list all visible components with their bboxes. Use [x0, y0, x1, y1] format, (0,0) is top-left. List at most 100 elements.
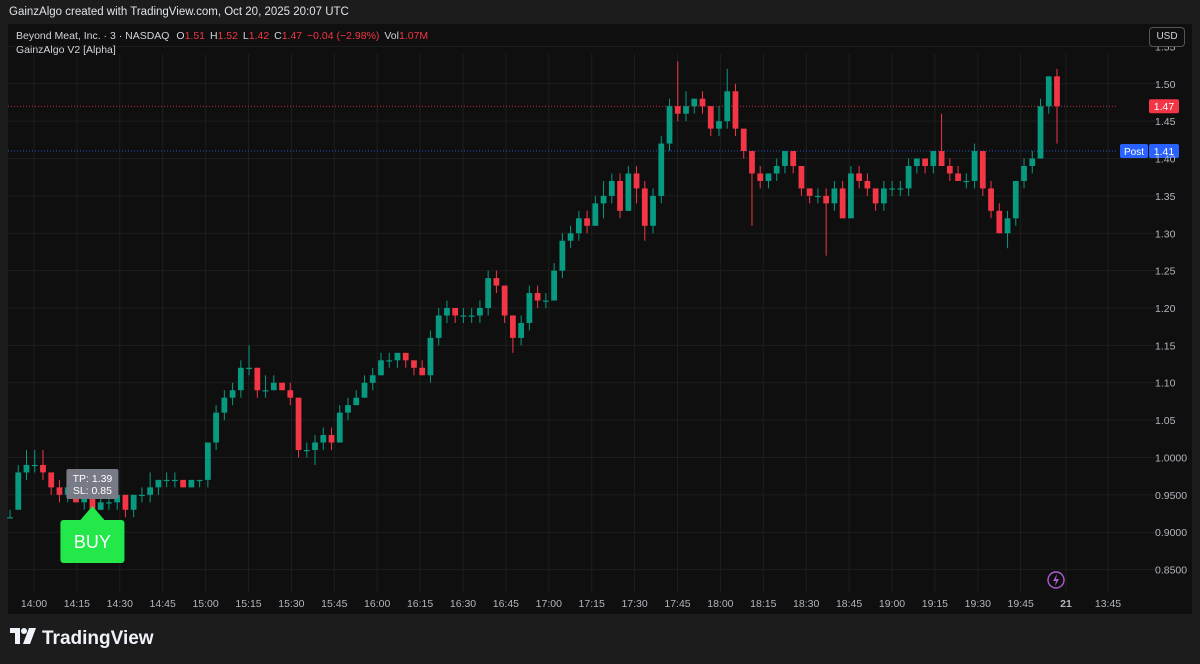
candle-up[interactable]: [930, 151, 937, 166]
candle-up[interactable]: [889, 188, 896, 190]
candle-down[interactable]: [864, 180, 871, 189]
tradingview-logo[interactable]: TradingView: [10, 628, 154, 650]
candle-down[interactable]: [806, 188, 813, 196]
candle-up[interactable]: [336, 412, 343, 443]
candle-up[interactable]: [97, 502, 104, 510]
candle-up[interactable]: [913, 158, 920, 166]
candle-up[interactable]: [139, 494, 145, 497]
candle-up[interactable]: [1012, 180, 1019, 219]
candle-down[interactable]: [617, 180, 623, 211]
candle-up[interactable]: [378, 360, 384, 376]
candle-down[interactable]: [955, 173, 961, 181]
candle-up[interactable]: [848, 173, 854, 219]
candle-up[interactable]: [773, 166, 780, 174]
candle-down[interactable]: [979, 151, 986, 189]
candle-down[interactable]: [56, 487, 63, 495]
candle-up[interactable]: [1021, 166, 1027, 181]
candle-up[interactable]: [683, 106, 689, 114]
candle-up[interactable]: [831, 188, 838, 204]
candle-up[interactable]: [196, 479, 203, 482]
candle-up[interactable]: [155, 479, 162, 488]
candle-down[interactable]: [279, 382, 285, 391]
candle-down[interactable]: [988, 188, 994, 211]
candle-down[interactable]: [872, 188, 879, 204]
candle-up[interactable]: [468, 315, 475, 317]
candle-down[interactable]: [411, 360, 417, 368]
candle-up[interactable]: [559, 240, 566, 271]
indicator-label[interactable]: GainzAlgo V2 [Alpha]: [16, 44, 116, 56]
candle-up[interactable]: [320, 435, 327, 443]
candle-up[interactable]: [477, 308, 483, 316]
candle-down[interactable]: [89, 494, 96, 510]
candle-up[interactable]: [1037, 106, 1044, 159]
candle-up[interactable]: [312, 442, 318, 450]
candle-up[interactable]: [147, 487, 154, 495]
candle-up[interactable]: [716, 121, 722, 129]
candle-down[interactable]: [823, 195, 830, 204]
candle-up[interactable]: [345, 405, 351, 413]
candle-up[interactable]: [303, 450, 310, 452]
candle-up[interactable]: [724, 91, 731, 122]
candle-down[interactable]: [534, 293, 541, 301]
candle-up[interactable]: [229, 390, 236, 398]
candle-down[interactable]: [641, 188, 648, 226]
candle-up[interactable]: [691, 98, 698, 107]
candle-up[interactable]: [427, 337, 434, 376]
candle-up[interactable]: [237, 367, 244, 391]
candle-up[interactable]: [394, 352, 401, 361]
candle-up[interactable]: [897, 188, 904, 190]
candle-down[interactable]: [749, 151, 755, 174]
symbol-label[interactable]: Beyond Meat, Inc. · 3 · NASDAQ: [16, 30, 170, 42]
candle-up[interactable]: [23, 464, 30, 473]
candle-up[interactable]: [444, 308, 450, 316]
candle-up[interactable]: [262, 390, 269, 392]
candle-up[interactable]: [171, 479, 178, 482]
candle-up[interactable]: [204, 442, 211, 480]
candle-up[interactable]: [188, 479, 195, 488]
candle-down[interactable]: [633, 173, 640, 189]
candle-up[interactable]: [213, 412, 219, 443]
candle-down[interactable]: [938, 151, 945, 166]
candle-up[interactable]: [551, 270, 557, 301]
candle-down[interactable]: [757, 173, 764, 181]
candle-up[interactable]: [608, 180, 615, 196]
candle-up[interactable]: [765, 173, 772, 181]
candle-up[interactable]: [130, 494, 137, 510]
candle-up[interactable]: [1045, 76, 1052, 107]
candle-up[interactable]: [880, 188, 887, 204]
candle-down[interactable]: [419, 367, 426, 376]
candle-up[interactable]: [246, 367, 252, 369]
candle-up[interactable]: [15, 472, 22, 510]
candle-down[interactable]: [1054, 76, 1060, 107]
candle-down[interactable]: [790, 151, 797, 166]
candle-up[interactable]: [353, 397, 360, 406]
candle-down[interactable]: [584, 218, 590, 226]
candle-down[interactable]: [48, 472, 55, 488]
candle-down[interactable]: [295, 397, 302, 450]
candle-up[interactable]: [386, 360, 393, 362]
candle-up[interactable]: [361, 382, 368, 398]
candle-up[interactable]: [163, 479, 170, 482]
candle-up[interactable]: [575, 218, 582, 234]
candle-down[interactable]: [452, 308, 459, 316]
candle-up[interactable]: [485, 278, 492, 308]
candle-up[interactable]: [905, 166, 912, 189]
candle-up[interactable]: [1004, 218, 1011, 234]
candle-down[interactable]: [856, 173, 863, 181]
candle-down[interactable]: [732, 91, 739, 129]
candle-down[interactable]: [946, 166, 953, 174]
candle-up[interactable]: [106, 502, 112, 504]
candle-down[interactable]: [122, 494, 129, 510]
candle-down[interactable]: [501, 285, 508, 316]
candle-up[interactable]: [7, 517, 13, 519]
candle-down[interactable]: [740, 128, 747, 152]
candle-up[interactable]: [963, 180, 970, 183]
currency-button[interactable]: USD: [1149, 27, 1185, 47]
flash-icon[interactable]: [1047, 571, 1065, 589]
candle-up[interactable]: [815, 195, 821, 198]
candle-down[interactable]: [798, 166, 805, 189]
candle-up[interactable]: [600, 195, 607, 204]
candle-up[interactable]: [971, 151, 978, 181]
candle-up[interactable]: [658, 143, 665, 196]
